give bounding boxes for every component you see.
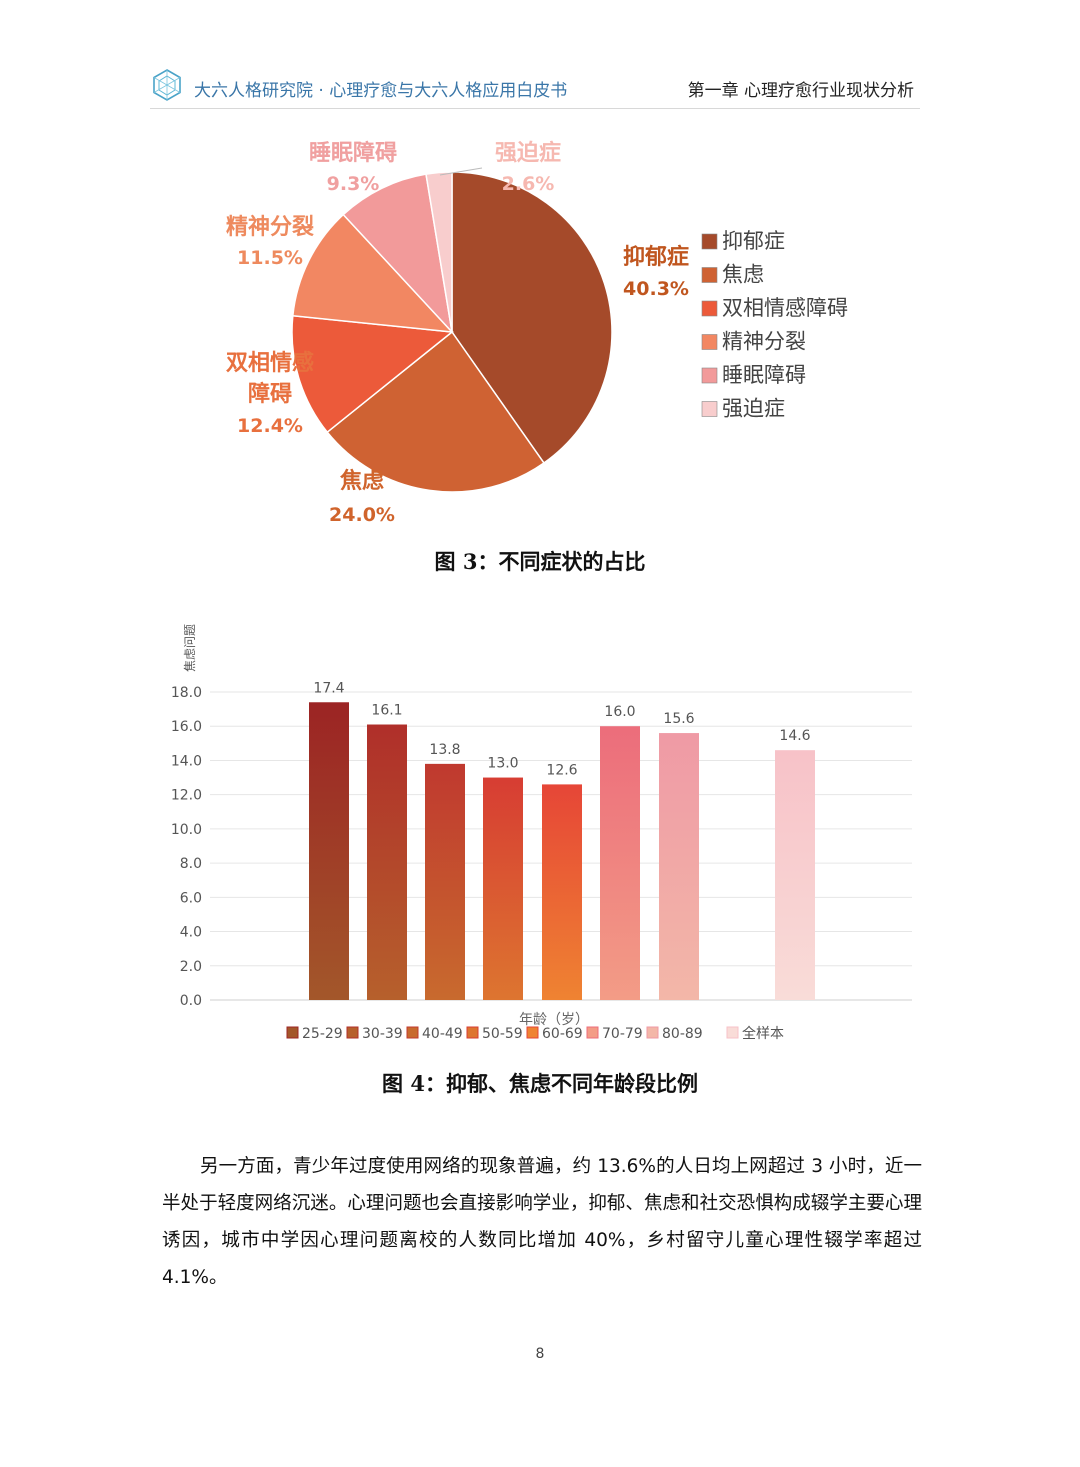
page-number: 8 [535,1346,545,1362]
bar-y-tick-label: 18.0 [171,685,202,701]
bar-legend-label-4: 60-69 [542,1026,583,1042]
pie-legend-swatch-2 [701,300,718,317]
bar-70-79 [600,726,640,1000]
bar-y-tick-label: 14.0 [171,753,202,769]
bar-value-label: 16.0 [604,704,635,720]
page-header: 大六人格研究院 · 心理疗愈与大六人格应用白皮书 第一章 心理疗愈行业现状分析 [150,66,920,106]
bar-y-tick-label: 12.0 [171,788,202,804]
bar-legend-label-6: 80-89 [662,1026,703,1042]
bar-legend-label-0: 25-29 [302,1026,343,1042]
bar-x-axis-title: 年龄（岁） [519,1012,589,1028]
pie-legend-label-1: 焦虑 [722,263,764,287]
header-divider [150,108,920,109]
bar-y-tick-label: 6.0 [180,890,202,906]
pie-legend-label-2: 双相情感障碍 [722,296,848,320]
symptom-pie-chart: 抑郁症 40.3% 焦虑 24.0% 双相情感 障碍 12.4% 精神分裂 11… [226,140,848,526]
bar-legend-swatch-5 [586,1026,599,1039]
pie-slice-0 [451,171,613,465]
bar-legend-label-2: 40-49 [422,1026,463,1042]
bar-50-59 [483,777,523,1000]
bar-legend-swatch-7 [726,1026,739,1039]
pie-legend-label-0: 抑郁症 [722,229,785,253]
bar-legend-label-7: 全样本 [742,1025,784,1042]
bar-全样本 [775,750,815,1000]
bar-value-label: 16.1 [371,703,402,719]
pie-legend-swatch-5 [701,401,718,417]
pie-label-bipolar-2: 障碍 [248,381,292,407]
bar-legend-swatch-2 [406,1026,419,1039]
bar-y-tick-label: 10.0 [171,822,202,838]
pie-slice-3 [292,213,454,333]
pie-label-schizophrenia: 精神分裂 [226,214,314,240]
bar-value-label: 14.6 [779,728,810,744]
bar-legend-swatch-3 [466,1026,479,1039]
pie-value-sleep: 9.3% [327,173,380,195]
header-title: 大六人格研究院 · 心理疗愈与大六人格应用白皮书 [194,81,568,101]
pie-leader-line-ocd [439,167,483,176]
pie-legend-label-3: 精神分裂 [722,330,806,354]
bar-25-29 [309,702,349,1000]
body-paragraph: 另一方面，青少年过度使用网络的现象普遍，约 13.6%的人日均上网超过 3 小时… [162,1156,922,1288]
pie-label-bipolar-1: 双相情感 [226,350,314,376]
bar-y-tick-label: 0.0 [180,993,202,1009]
bar-value-label: 15.6 [663,711,694,727]
age-bar-chart: 焦虑问题 0.0 2.0 4.0 6.0 8.0 10.0 12.0 14.0 16.0 18.0… [171,624,912,1042]
bar-legend-label-5: 70-79 [602,1026,643,1042]
pie-legend-swatch-3 [701,334,718,350]
pie-value-ocd: 2.6% [502,173,555,195]
pie-value-bipolar: 12.4% [237,415,303,437]
pie-label-depression: 抑郁症 [623,244,689,270]
figure4-caption: 图 4：抑郁、焦虑不同年龄段比例 [382,1071,698,1096]
pie-slice-4 [342,173,454,335]
pie-slice-2 [291,314,454,434]
pie-value-schizophrenia: 11.5% [237,247,303,269]
pie-legend-swatch-0 [701,233,718,250]
pie-legend-swatch-1 [701,267,718,283]
bar-40-49 [425,763,465,1000]
bar-legend-label-1: 30-39 [362,1026,403,1042]
bar-y-tick-label: 16.0 [171,719,202,735]
bar-value-label: 13.8 [429,742,460,758]
pie-legend-label-5: 强迫症 [722,397,785,421]
bar-legend-swatch-1 [346,1026,359,1039]
bar-legend-swatch-0 [286,1026,299,1039]
chapter-title: 第一章 心理疗愈行业现状分析 [687,81,914,101]
pie-label-ocd: 强迫症 [495,140,561,166]
bar-y-tick-label: 8.0 [180,856,202,872]
bar-80-89 [659,733,699,1000]
bar-legend-swatch-6 [646,1026,659,1039]
pie-legend-swatch-4 [701,367,718,384]
figure3-caption: 图 3：不同症状的占比 [434,549,646,574]
pie-value-anxiety: 24.0% [329,504,395,526]
pie-slice-5 [425,171,453,333]
bar-legend-swatch-4 [526,1026,539,1039]
pie-label-anxiety: 焦虑 [339,468,384,494]
bar-60-69 [542,784,582,1000]
bar-30-39 [367,724,407,1000]
bar-y-tick-label: 2.0 [180,959,202,975]
bar-value-label: 13.0 [487,756,518,772]
pie-legend-label-4: 睡眠障碍 [722,363,806,387]
bar-y-tick-label: 4.0 [180,925,202,941]
bar-y-axis-title: 焦虑问题 [183,624,197,672]
pie-label-sleep: 睡眠障碍 [309,140,397,166]
pie-value-depression: 40.3% [623,278,689,300]
bar-legend-label-3: 50-59 [482,1026,523,1042]
bar-value-label: 17.4 [313,680,344,696]
pie-slice-1 [326,330,545,493]
bar-value-label: 12.6 [546,762,577,778]
hexagon-network-icon [153,69,181,101]
